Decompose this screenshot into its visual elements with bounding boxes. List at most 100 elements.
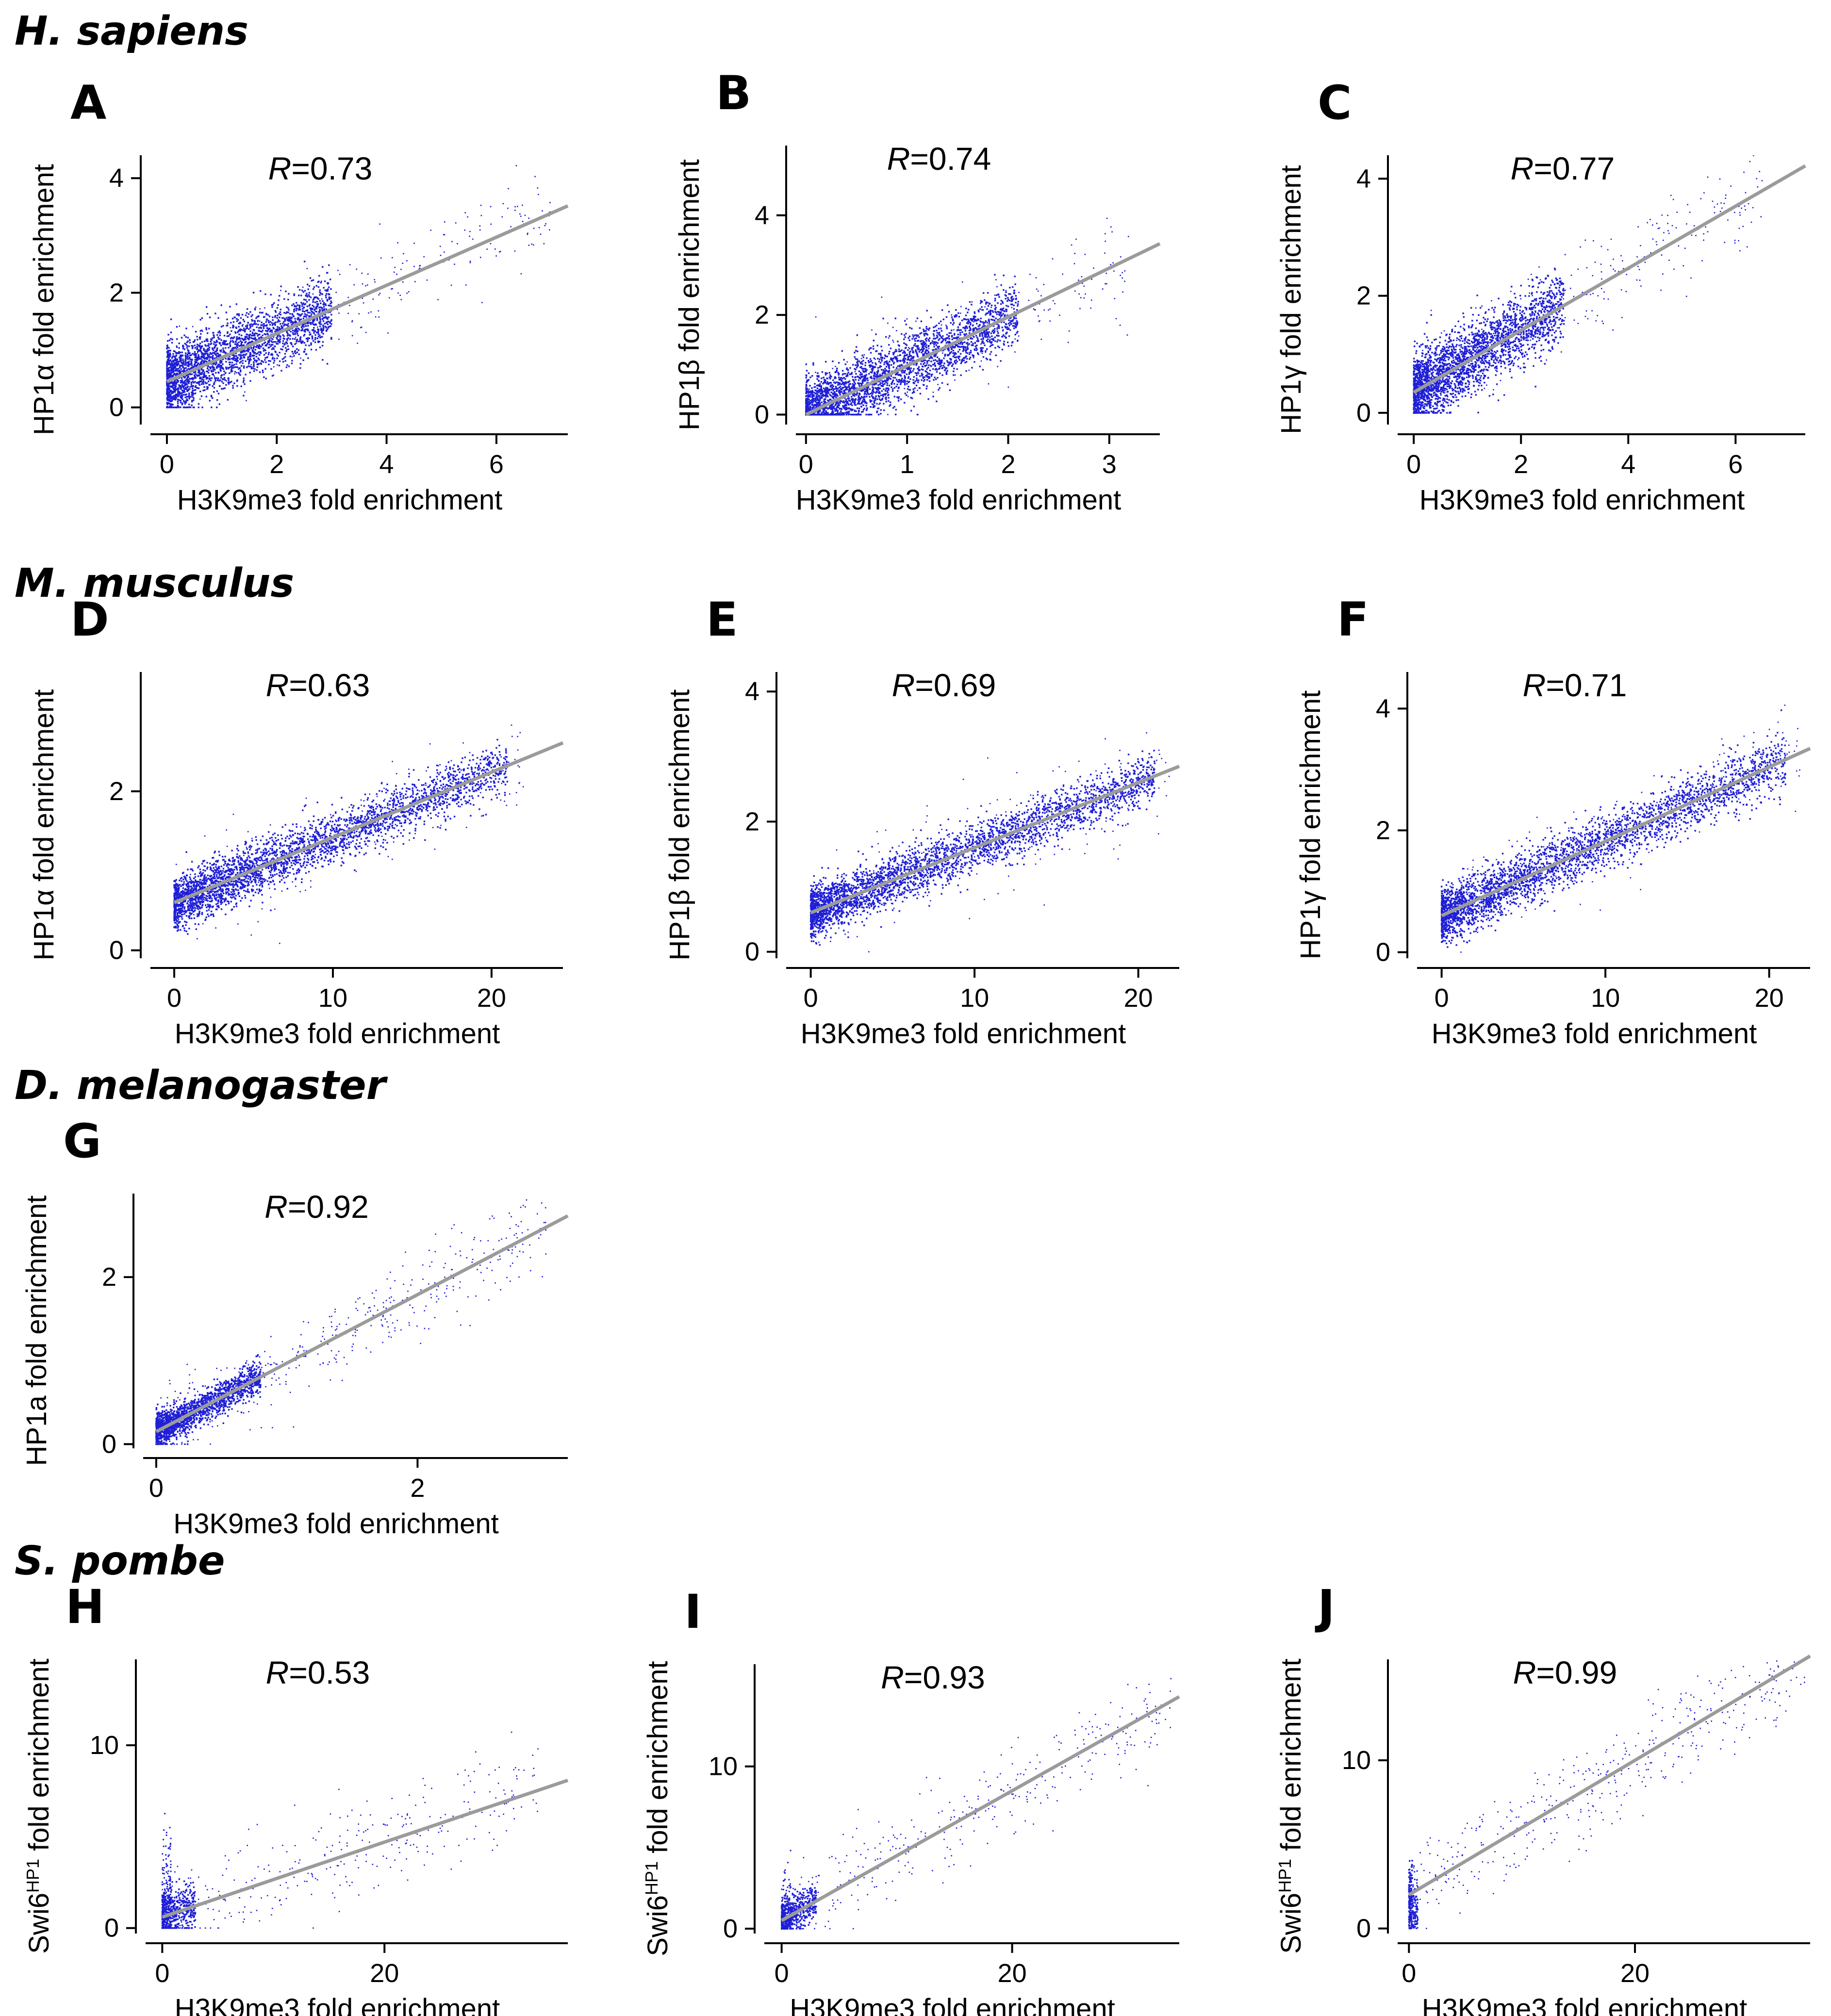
data-point <box>322 303 324 305</box>
data-point <box>263 361 264 363</box>
data-point <box>296 328 298 330</box>
data-point <box>171 400 173 402</box>
data-point <box>292 353 294 355</box>
data-point <box>847 381 850 383</box>
data-point <box>291 313 293 315</box>
data-point <box>328 316 330 318</box>
data-point <box>837 412 839 414</box>
data-point <box>973 349 976 351</box>
data-point <box>846 368 848 370</box>
data-point <box>858 385 860 387</box>
data-point <box>307 283 309 285</box>
data-point <box>830 395 832 397</box>
data-point <box>330 288 332 290</box>
data-point <box>294 309 295 310</box>
data-point <box>193 341 195 343</box>
data-point <box>897 390 899 392</box>
data-point <box>807 401 809 403</box>
data-point <box>832 393 834 394</box>
data-point <box>177 380 179 382</box>
data-point <box>171 362 173 364</box>
data-point <box>996 294 998 296</box>
data-point <box>247 322 249 324</box>
data-point <box>240 357 242 359</box>
data-point <box>182 392 185 393</box>
data-point <box>877 384 879 386</box>
data-point <box>279 342 281 344</box>
data-point <box>940 362 942 365</box>
data-point <box>806 380 808 382</box>
data-point <box>222 358 224 361</box>
data-point <box>849 403 852 405</box>
data-point <box>268 339 271 341</box>
data-point <box>951 336 953 338</box>
data-point <box>176 359 178 361</box>
data-point <box>883 403 885 405</box>
data-point <box>171 381 173 383</box>
data-point <box>277 343 279 345</box>
data-point <box>246 366 248 368</box>
data-point <box>172 360 174 361</box>
data-point <box>858 379 860 381</box>
data-point <box>180 358 182 360</box>
data-point <box>235 327 237 329</box>
data-point <box>216 352 218 354</box>
data-point <box>186 369 188 371</box>
data-point <box>183 385 185 387</box>
data-point <box>992 338 994 340</box>
data-point <box>216 366 219 368</box>
data-point <box>938 389 940 391</box>
data-point <box>296 351 298 353</box>
data-point <box>166 352 169 354</box>
data-point <box>220 355 222 357</box>
data-point <box>268 360 270 362</box>
data-point <box>213 349 214 351</box>
data-point <box>321 344 324 347</box>
data-point <box>843 391 845 393</box>
data-point <box>236 366 239 368</box>
data-point <box>836 401 838 404</box>
data-point <box>264 325 266 327</box>
species-label-d-melanogaster: D. melanogaster <box>15 1063 388 1109</box>
data-point <box>991 319 994 321</box>
data-point <box>910 371 912 373</box>
data-point <box>170 405 172 408</box>
data-point <box>980 347 982 349</box>
data-point <box>201 372 203 374</box>
data-point <box>178 371 181 373</box>
data-point <box>931 374 933 376</box>
data-point <box>277 339 280 341</box>
data-point <box>886 356 888 358</box>
data-point <box>910 396 912 399</box>
data-point <box>311 311 313 312</box>
data-point <box>939 366 941 368</box>
data-point <box>843 381 845 384</box>
data-point <box>876 403 878 405</box>
data-point <box>222 368 224 370</box>
data-point <box>265 319 268 321</box>
data-point <box>454 263 455 265</box>
data-point <box>199 377 201 380</box>
data-point <box>168 367 170 369</box>
data-point <box>872 384 874 386</box>
data-point <box>276 317 278 319</box>
data-point <box>285 347 287 349</box>
data-point <box>193 374 196 376</box>
data-point <box>247 343 249 344</box>
data-point <box>825 361 827 363</box>
data-point <box>842 373 844 375</box>
data-point <box>329 321 331 323</box>
data-point <box>218 403 220 405</box>
data-point <box>932 368 934 370</box>
data-point <box>171 406 173 409</box>
species-label-s-pombe: S. pombe <box>15 1538 225 1584</box>
data-point <box>210 367 212 370</box>
data-point <box>311 322 313 324</box>
data-point <box>841 389 843 391</box>
data-point <box>244 336 247 338</box>
data-point <box>875 363 877 365</box>
data-point <box>299 367 301 369</box>
data-point <box>313 318 316 320</box>
data-point <box>948 361 951 363</box>
data-point <box>282 317 284 319</box>
